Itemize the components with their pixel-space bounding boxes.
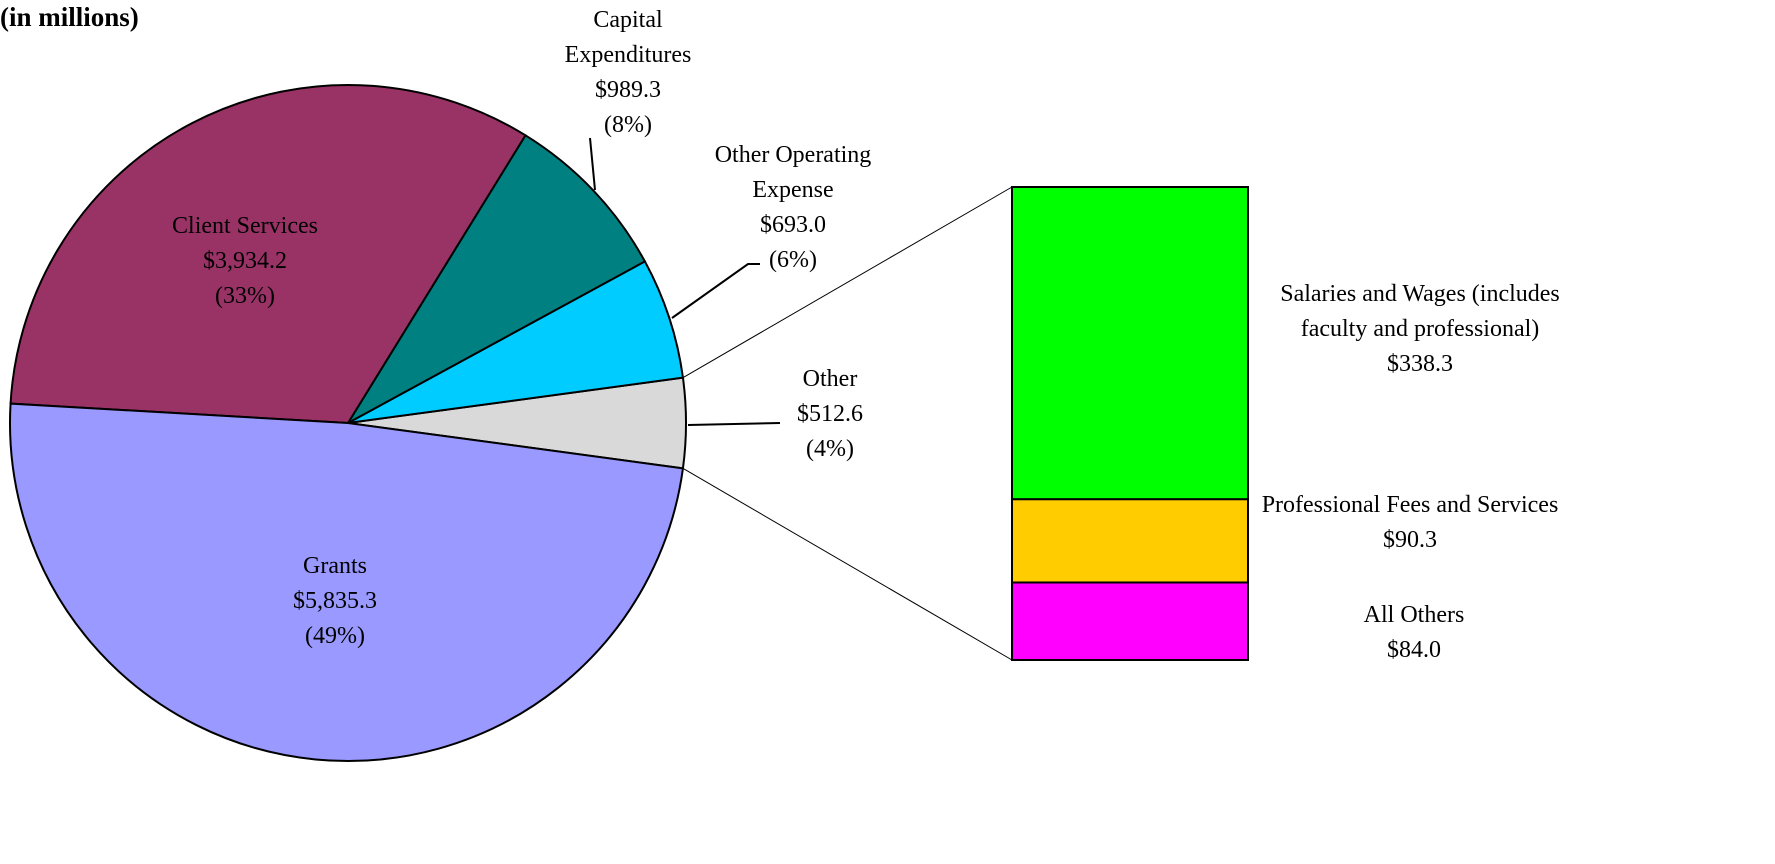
bar-segment xyxy=(1011,581,1249,661)
slice-name: Grants xyxy=(303,553,367,579)
bar-name: Professional Fees and Services xyxy=(1261,492,1559,518)
bar-name: Salaries and Wages (includes faculty and… xyxy=(1280,281,1560,342)
label: Grants $5,835.3 (49%) xyxy=(225,549,445,654)
leader-line xyxy=(687,422,781,426)
pie-slice xyxy=(347,260,685,424)
bar-segment xyxy=(1011,186,1249,501)
slice-value: $989.3 xyxy=(595,77,661,103)
label: All Others $84.0 xyxy=(1314,598,1514,668)
connector xyxy=(682,186,1013,379)
pie-slice xyxy=(9,84,527,425)
leader-line xyxy=(589,137,596,191)
slice-percent: (49%) xyxy=(305,623,365,649)
slice-value: $3,934.2 xyxy=(203,248,287,274)
slice-value: $5,835.3 xyxy=(293,588,377,614)
chart-subtitle: (in millions) xyxy=(0,2,139,32)
bar-value: $84.0 xyxy=(1387,637,1441,663)
slice-value: $512.6 xyxy=(797,401,863,427)
label: Professional Fees and Services $90.3 xyxy=(1260,488,1560,558)
pie-slice xyxy=(345,133,647,426)
label: Salaries and Wages (includes faculty and… xyxy=(1275,277,1565,382)
slice-name: Other Operating Expense xyxy=(714,142,872,203)
pie-slice xyxy=(9,402,685,762)
connector xyxy=(682,467,1013,661)
bar-value: $338.3 xyxy=(1387,351,1453,377)
slice-value: $693.0 xyxy=(760,212,826,238)
slice-name: Other xyxy=(802,366,858,392)
slice-percent: (33%) xyxy=(215,283,275,309)
slice-name: Capital Expenditures xyxy=(564,7,692,68)
bar-value: $90.3 xyxy=(1383,527,1437,553)
label: Capital Expenditures $989.3 (8%) xyxy=(528,3,728,143)
slice-percent: (8%) xyxy=(604,112,652,138)
slice-percent: (6%) xyxy=(769,247,817,273)
leader-line xyxy=(671,263,760,319)
bar-segment xyxy=(1011,498,1249,584)
label: Client Services $3,934.2 (33%) xyxy=(125,209,365,314)
bar-name: All Others xyxy=(1363,602,1465,628)
label: Other $512.6 (4%) xyxy=(770,362,890,467)
slice-percent: (4%) xyxy=(806,436,854,462)
label: Other Operating Expense $693.0 (6%) xyxy=(673,138,913,278)
slice-name: Client Services xyxy=(172,213,318,239)
